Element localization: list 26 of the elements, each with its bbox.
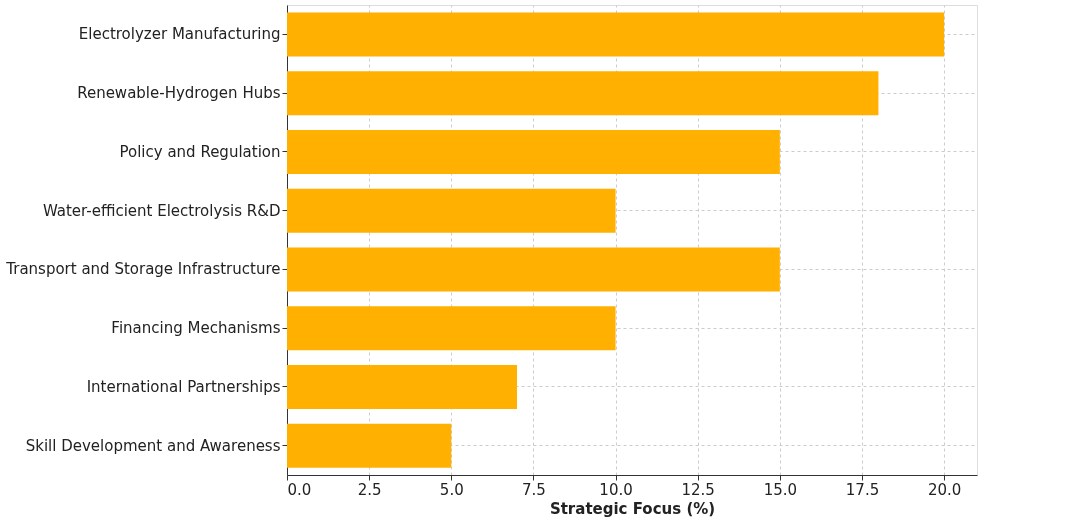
x-tick-label: 7.5: [522, 480, 546, 499]
bar: [287, 306, 616, 351]
y-tick-label: Water-efficient Electrolysis R&D: [42, 201, 281, 220]
y-tick-label: Policy and Regulation: [119, 142, 281, 161]
x-tick-label: 5.0: [439, 480, 464, 499]
x-tick-label: 2.5: [357, 480, 382, 499]
y-tick-label: Renewable-Hydrogen Hubs: [77, 84, 281, 103]
x-tick-label: 0.0: [287, 480, 312, 499]
bar: [287, 423, 452, 468]
bar: [287, 247, 780, 292]
y-tick-label: Financing Mechanisms: [111, 319, 281, 338]
y-tick-label: International Partnerships: [86, 377, 281, 396]
x-tick-label: 15.0: [763, 480, 798, 499]
x-tick-label: 10.0: [599, 480, 633, 499]
y-tick-label: Skill Development and Awareness: [25, 436, 281, 455]
x-tick-label: 20.0: [927, 480, 962, 499]
x-tick-label: 17.5: [845, 480, 880, 499]
bar: [287, 364, 517, 409]
x-axis-title: Strategic Focus (%): [549, 499, 716, 518]
bar: [287, 129, 780, 174]
y-tick-label: Transport and Storage Infrastructure: [5, 260, 281, 279]
bar: [287, 71, 879, 116]
bar: [287, 188, 616, 233]
y-tick-label: Electrolyzer Manufacturing: [78, 25, 281, 44]
bar: [287, 12, 945, 57]
x-tick-label: 12.5: [681, 480, 715, 499]
